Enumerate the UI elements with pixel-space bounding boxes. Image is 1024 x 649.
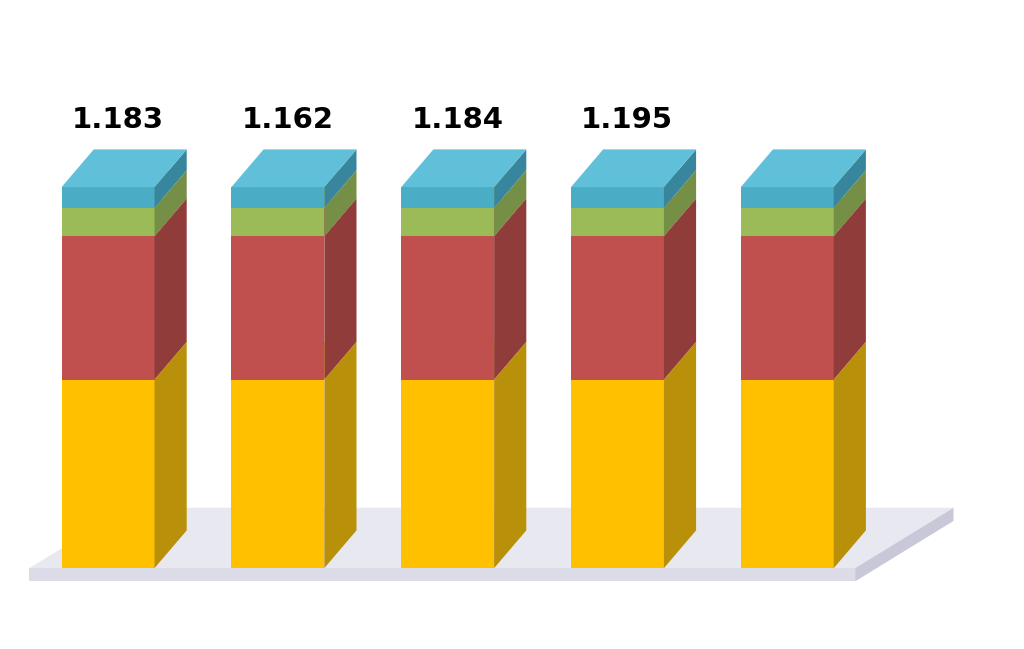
Polygon shape	[495, 199, 526, 380]
Polygon shape	[30, 568, 855, 582]
Polygon shape	[740, 199, 866, 236]
Polygon shape	[61, 342, 186, 380]
Polygon shape	[571, 380, 664, 568]
Polygon shape	[740, 342, 866, 380]
Polygon shape	[740, 187, 834, 208]
Polygon shape	[155, 149, 186, 208]
Polygon shape	[155, 199, 186, 380]
Polygon shape	[834, 149, 866, 208]
Polygon shape	[740, 208, 834, 236]
Polygon shape	[401, 342, 526, 380]
Polygon shape	[231, 342, 356, 380]
Polygon shape	[740, 149, 866, 187]
Polygon shape	[61, 208, 155, 236]
Polygon shape	[495, 342, 526, 568]
Polygon shape	[740, 170, 866, 208]
Polygon shape	[61, 149, 186, 187]
Polygon shape	[401, 236, 495, 380]
Polygon shape	[401, 170, 526, 208]
Text: 1.162: 1.162	[242, 106, 334, 134]
Polygon shape	[61, 199, 186, 236]
Polygon shape	[571, 170, 696, 208]
Polygon shape	[571, 149, 696, 187]
Polygon shape	[571, 187, 664, 208]
Polygon shape	[401, 208, 495, 236]
Polygon shape	[325, 342, 356, 568]
Polygon shape	[664, 149, 696, 208]
Polygon shape	[61, 170, 186, 208]
Polygon shape	[155, 170, 186, 236]
Polygon shape	[834, 342, 866, 568]
Polygon shape	[571, 342, 696, 380]
Polygon shape	[740, 380, 834, 568]
Polygon shape	[231, 208, 325, 236]
Polygon shape	[231, 236, 325, 380]
Polygon shape	[231, 380, 325, 568]
Text: 1.183: 1.183	[72, 106, 164, 134]
Polygon shape	[401, 199, 526, 236]
Polygon shape	[61, 380, 155, 568]
Polygon shape	[664, 199, 696, 380]
Polygon shape	[325, 170, 356, 236]
Polygon shape	[571, 208, 664, 236]
Polygon shape	[740, 236, 834, 380]
Polygon shape	[571, 199, 696, 236]
Polygon shape	[155, 342, 186, 568]
Polygon shape	[231, 187, 325, 208]
Polygon shape	[401, 380, 495, 568]
Polygon shape	[855, 508, 953, 582]
Polygon shape	[30, 508, 953, 568]
Polygon shape	[401, 149, 526, 187]
Polygon shape	[61, 236, 155, 380]
Text: 1.184: 1.184	[412, 106, 504, 134]
Polygon shape	[664, 342, 696, 568]
Text: 1.195: 1.195	[581, 106, 673, 134]
Polygon shape	[231, 199, 356, 236]
Polygon shape	[495, 149, 526, 208]
Polygon shape	[571, 236, 664, 380]
Polygon shape	[495, 170, 526, 236]
Polygon shape	[231, 149, 356, 187]
Polygon shape	[325, 199, 356, 380]
Polygon shape	[834, 199, 866, 380]
Polygon shape	[325, 149, 356, 208]
Polygon shape	[231, 170, 356, 208]
Polygon shape	[834, 170, 866, 236]
Polygon shape	[401, 187, 495, 208]
Polygon shape	[61, 187, 155, 208]
Polygon shape	[664, 170, 696, 236]
